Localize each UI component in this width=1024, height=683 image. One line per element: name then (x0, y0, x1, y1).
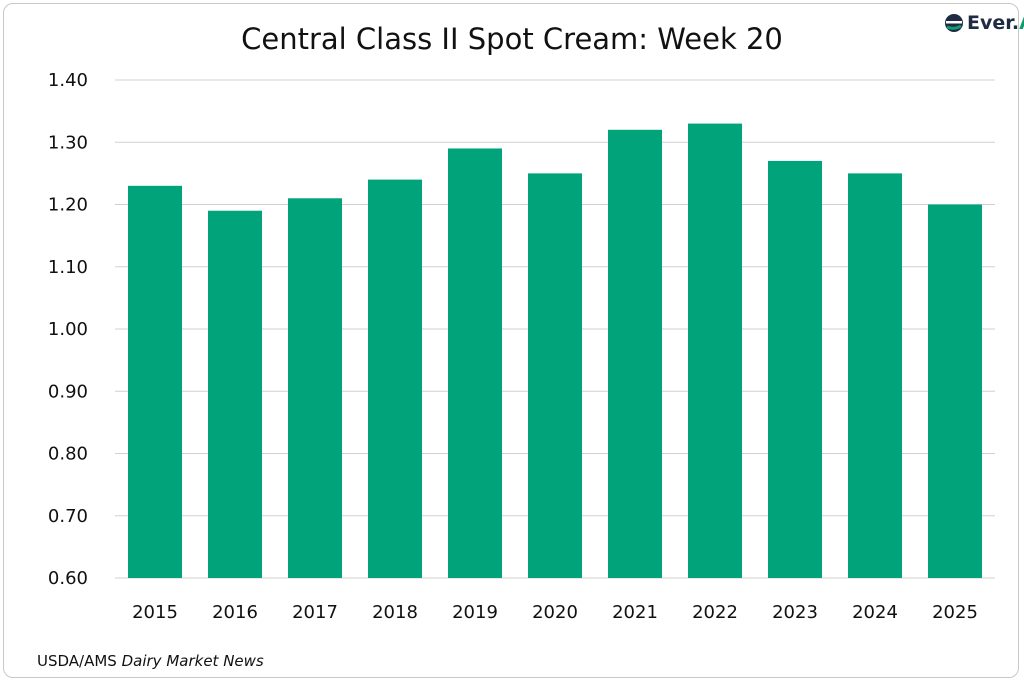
x-tick-label: 2022 (692, 602, 738, 623)
y-tick-label: 1.20 (48, 195, 88, 216)
chart-title: Central Class II Spot Cream: Week 20 (241, 22, 783, 56)
logo-text: Ever. (967, 12, 1020, 34)
bar-2024 (848, 173, 902, 578)
source-note: USDA/AMS Dairy Market News (37, 652, 264, 670)
y-tick-label: 1.00 (48, 319, 88, 340)
x-tick-label: 2020 (532, 602, 578, 623)
bar-2023 (768, 160, 822, 579)
y-tick-label: 1.40 (48, 70, 88, 91)
x-tick-label: 2024 (852, 602, 898, 623)
y-tick-label: 0.70 (48, 506, 88, 527)
bar-2021 (608, 129, 662, 579)
x-tick-label: 2017 (292, 602, 338, 623)
bar-2025 (928, 204, 982, 578)
x-tick-label: 2018 (372, 602, 418, 623)
logo-accent: Ag (1019, 12, 1024, 34)
y-tick-label: 0.90 (48, 381, 88, 402)
y-tick-label: 1.30 (48, 132, 88, 153)
chart-frame (3, 3, 1019, 678)
y-tick-label: 1.10 (48, 257, 88, 278)
everag-logo: Ever.Ag (944, 12, 1024, 34)
bar-2016 (208, 210, 262, 578)
x-tick-label: 2021 (612, 602, 658, 623)
bar-2019 (448, 148, 502, 578)
x-tick-label: 2019 (452, 602, 498, 623)
x-tick-label: 2025 (932, 602, 978, 623)
bar-2020 (528, 173, 582, 578)
source-prefix: USDA/AMS (37, 652, 122, 670)
source-italic: Dairy Market News (121, 652, 264, 670)
y-tick-label: 0.80 (48, 444, 88, 465)
y-tick-label: 0.60 (48, 568, 88, 589)
bar-2022 (688, 123, 742, 578)
x-tick-label: 2016 (212, 602, 258, 623)
bar-2017 (288, 198, 342, 578)
x-tick-label: 2023 (772, 602, 818, 623)
bar-2015 (128, 185, 182, 578)
x-tick-label: 2015 (132, 602, 178, 623)
everag-logo-icon (945, 14, 963, 32)
bar-2018 (368, 179, 422, 578)
